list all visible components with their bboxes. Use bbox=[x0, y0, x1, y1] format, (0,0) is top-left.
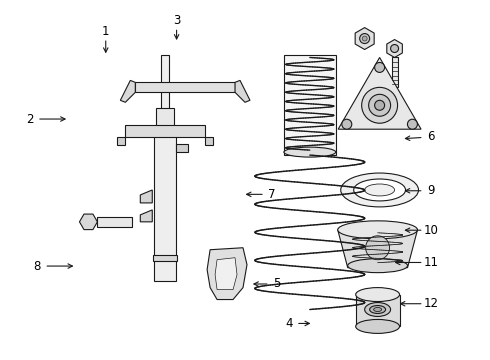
Bar bbox=[392, 58, 397, 87]
Text: 11: 11 bbox=[423, 256, 438, 269]
Bar bbox=[135, 82, 235, 92]
Polygon shape bbox=[338, 230, 417, 268]
Polygon shape bbox=[355, 28, 374, 50]
Text: 6: 6 bbox=[427, 130, 435, 144]
Text: 9: 9 bbox=[427, 184, 435, 197]
Polygon shape bbox=[387, 40, 402, 58]
Polygon shape bbox=[176, 144, 188, 152]
Circle shape bbox=[408, 119, 417, 129]
Text: 12: 12 bbox=[423, 297, 438, 310]
Circle shape bbox=[360, 33, 369, 44]
Text: 4: 4 bbox=[285, 317, 293, 330]
Ellipse shape bbox=[374, 307, 382, 311]
Text: 2: 2 bbox=[26, 113, 34, 126]
Bar bbox=[154, 126, 176, 280]
Polygon shape bbox=[235, 80, 250, 102]
Ellipse shape bbox=[365, 302, 391, 316]
Polygon shape bbox=[118, 137, 125, 145]
Polygon shape bbox=[205, 137, 213, 145]
Polygon shape bbox=[140, 190, 152, 203]
Circle shape bbox=[362, 87, 397, 123]
Text: 3: 3 bbox=[173, 14, 180, 27]
Bar bbox=[161, 55, 169, 110]
Text: 1: 1 bbox=[102, 25, 109, 38]
Polygon shape bbox=[140, 210, 152, 222]
Ellipse shape bbox=[284, 147, 336, 157]
Text: 5: 5 bbox=[273, 278, 280, 291]
Circle shape bbox=[342, 119, 352, 129]
Ellipse shape bbox=[341, 173, 418, 207]
Ellipse shape bbox=[356, 288, 399, 302]
Ellipse shape bbox=[348, 259, 408, 273]
Circle shape bbox=[375, 100, 385, 110]
Polygon shape bbox=[215, 258, 237, 289]
Bar bbox=[153, 255, 177, 261]
Ellipse shape bbox=[354, 179, 406, 201]
Ellipse shape bbox=[356, 319, 399, 333]
Ellipse shape bbox=[338, 221, 417, 239]
Bar bbox=[125, 125, 205, 137]
Polygon shape bbox=[338, 58, 421, 129]
Ellipse shape bbox=[365, 184, 394, 196]
Circle shape bbox=[375, 62, 385, 72]
Circle shape bbox=[362, 36, 367, 41]
Polygon shape bbox=[121, 80, 135, 102]
Polygon shape bbox=[79, 214, 98, 230]
Bar bbox=[356, 294, 399, 327]
Circle shape bbox=[366, 236, 390, 260]
Text: 10: 10 bbox=[423, 224, 438, 237]
Text: 7: 7 bbox=[268, 188, 275, 201]
Polygon shape bbox=[207, 248, 247, 300]
Circle shape bbox=[368, 94, 391, 116]
Bar bbox=[284, 55, 336, 155]
Bar bbox=[156, 108, 174, 126]
Circle shape bbox=[391, 45, 398, 53]
Text: 8: 8 bbox=[34, 260, 41, 273]
Bar bbox=[98, 217, 132, 227]
Ellipse shape bbox=[369, 306, 386, 314]
